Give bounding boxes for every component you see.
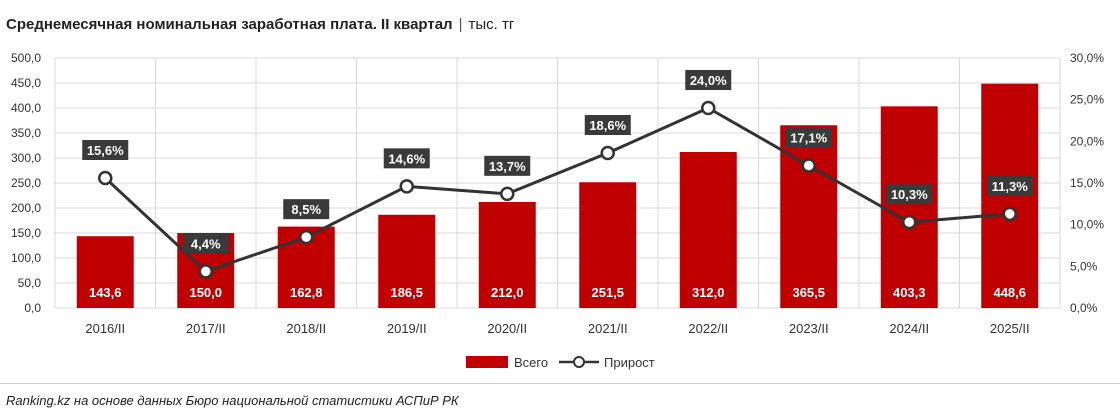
growth-point bbox=[902, 214, 917, 230]
legend-line-label: Прирост bbox=[604, 355, 655, 370]
y-left-tick-label: 200,0 bbox=[11, 201, 41, 215]
x-tick-label: 2018/II bbox=[286, 321, 326, 336]
y-left-tick-label: 450,0 bbox=[11, 76, 41, 90]
growth-label-box bbox=[986, 175, 1033, 196]
growth-line bbox=[104, 106, 1010, 273]
bar bbox=[880, 106, 938, 308]
growth-label: 13,7% bbox=[489, 159, 526, 174]
y-right-tick-label: 30,0% bbox=[1070, 51, 1104, 65]
growth-point bbox=[98, 170, 113, 186]
bar-value-label: 212,0 bbox=[491, 285, 524, 300]
bar-value-label: 186,5 bbox=[390, 285, 423, 300]
y-right-tick-label: 10,0% bbox=[1070, 218, 1104, 232]
y-left-tick-label: 50,0 bbox=[18, 276, 42, 290]
growth-label-box bbox=[182, 233, 229, 254]
y-right-tick-label: 20,0% bbox=[1070, 134, 1104, 148]
growth-label: 24,0% bbox=[690, 73, 727, 88]
growth-label-box bbox=[886, 184, 933, 205]
growth-label-box bbox=[383, 148, 430, 169]
y-left-tick-label: 250,0 bbox=[11, 176, 41, 190]
growth-label-box bbox=[785, 127, 832, 148]
bar bbox=[478, 202, 536, 308]
growth-label-box bbox=[584, 115, 631, 135]
y-left-tick-label: 350,0 bbox=[11, 126, 41, 140]
growth-label: 15,6% bbox=[87, 143, 124, 158]
y-left-tick-label: 500,0 bbox=[11, 51, 41, 65]
y-right-tick-label: 0,0% bbox=[1070, 301, 1098, 315]
title-unit: тыс. тг bbox=[468, 16, 515, 33]
bar-value-label: 403,3 bbox=[893, 285, 926, 300]
legend-bar-swatch bbox=[466, 356, 508, 368]
legend-line-marker bbox=[573, 356, 585, 368]
title-separator: | bbox=[458, 16, 463, 33]
x-tick-label: 2023/II bbox=[789, 321, 829, 336]
combo-chart: 0,0 50,0 100,0 150,0 200,0 250,0 300,0 350,0 400… bbox=[11, 51, 1104, 370]
bar bbox=[981, 83, 1039, 308]
y-right-tick-label: 15,0% bbox=[1070, 176, 1104, 190]
x-tick-label: 2024/II bbox=[889, 321, 929, 336]
growth-point bbox=[399, 179, 414, 194]
bar-value-label: 365,5 bbox=[792, 285, 825, 300]
growth-label-box bbox=[82, 140, 129, 160]
source-divider bbox=[0, 383, 1120, 384]
growth-label: 14,6% bbox=[388, 151, 425, 166]
x-tick-label: 2022/II bbox=[688, 321, 728, 336]
bar-value-label: 150,0 bbox=[189, 285, 222, 300]
y-right-tick-label: 5,0% bbox=[1070, 259, 1098, 273]
growth-point bbox=[600, 145, 615, 161]
growth-point bbox=[801, 158, 816, 173]
bar-value-label: 143,6 bbox=[89, 285, 122, 300]
x-tick-label: 2025/II bbox=[990, 321, 1030, 336]
growth-label: 8,5% bbox=[291, 202, 321, 217]
y-right-tick-label: 25,0% bbox=[1070, 93, 1104, 107]
y-left-tick-label: 400,0 bbox=[11, 101, 41, 115]
source-note: Ranking.kz на основе данных Бюро национа… bbox=[6, 393, 459, 408]
bar-value-label: 312,0 bbox=[692, 285, 725, 300]
bar bbox=[579, 182, 637, 308]
title-main: Среднемесячная номинальная заработная пл… bbox=[6, 16, 453, 33]
x-tick-label: 2017/II bbox=[186, 321, 226, 336]
bar-value-label: 162,8 bbox=[290, 285, 323, 300]
bar bbox=[76, 236, 134, 308]
bar bbox=[378, 214, 436, 308]
growth-label: 10,3% bbox=[891, 187, 928, 202]
bar-value-label: 251,5 bbox=[591, 285, 624, 300]
legend-bar-label: Всего bbox=[514, 355, 548, 370]
growth-point bbox=[701, 100, 716, 116]
y-left-tick-label: 0,0 bbox=[24, 301, 41, 315]
y-left-tick-label: 150,0 bbox=[11, 226, 41, 240]
x-tick-label: 2020/II bbox=[487, 321, 527, 336]
growth-label-box bbox=[484, 155, 531, 176]
growth-point bbox=[198, 264, 213, 279]
bar-value-label: 448,6 bbox=[993, 285, 1026, 300]
growth-point bbox=[1002, 206, 1017, 222]
growth-point bbox=[299, 229, 314, 245]
x-tick-label: 2016/II bbox=[85, 321, 125, 336]
growth-label: 11,3% bbox=[992, 179, 1029, 194]
growth-label-box bbox=[685, 70, 732, 90]
chart-title: Среднемесячная номинальная заработная пл… bbox=[6, 16, 514, 33]
y-left-tick-label: 300,0 bbox=[11, 151, 41, 165]
y-left-tick-label: 100,0 bbox=[11, 251, 41, 265]
growth-label-box bbox=[283, 199, 330, 220]
bar bbox=[679, 152, 737, 308]
growth-label: 4,4% bbox=[191, 236, 221, 251]
x-tick-label: 2021/II bbox=[588, 321, 628, 336]
growth-label: 17,1% bbox=[790, 131, 827, 146]
x-tick-label: 2019/II bbox=[387, 321, 427, 336]
growth-label: 18,6% bbox=[589, 118, 626, 133]
growth-point bbox=[500, 186, 515, 202]
